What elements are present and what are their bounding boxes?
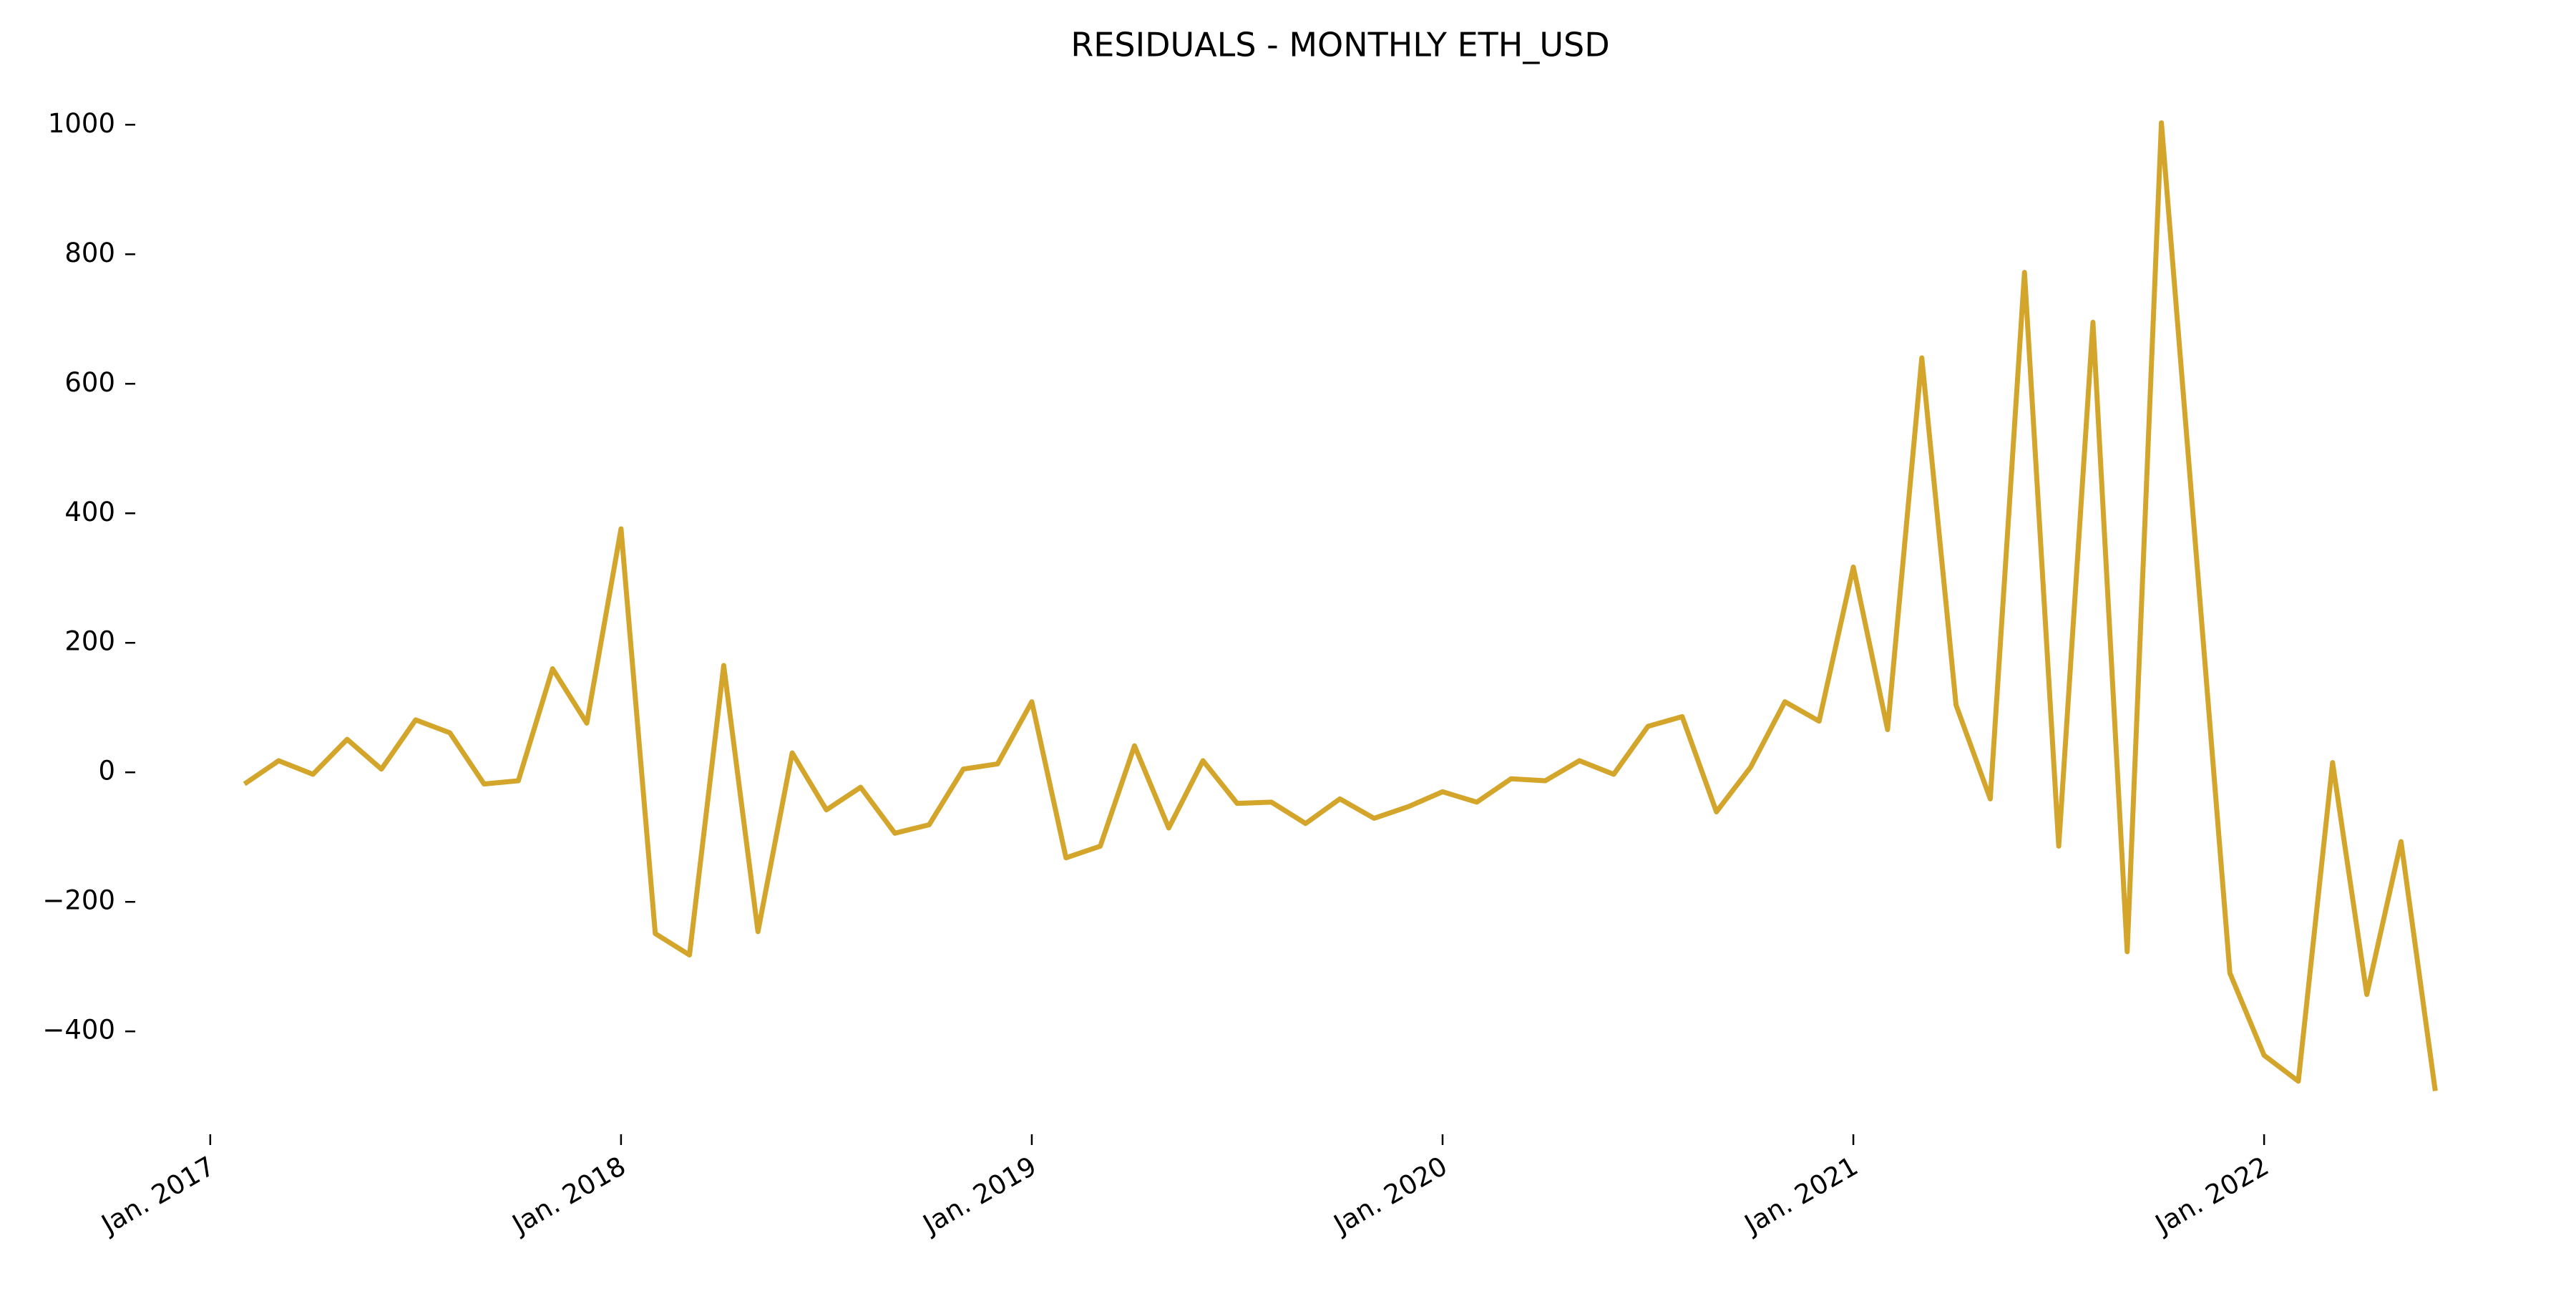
y-tick-label: 200 xyxy=(64,626,115,657)
y-tick-label: −200 xyxy=(42,885,115,916)
x-tick-label: Jan. 2020 xyxy=(1327,1151,1453,1241)
y-tick-label: 800 xyxy=(64,238,115,268)
y-tick-label: 0 xyxy=(98,756,115,786)
x-tick-label: Jan. 2017 xyxy=(95,1151,220,1241)
y-tick-label: 1000 xyxy=(48,108,115,139)
x-tick-label: Jan. 2022 xyxy=(2149,1151,2274,1241)
x-tick-label: Jan. 2018 xyxy=(506,1151,631,1241)
data-line xyxy=(243,120,2438,1091)
y-tick-label: −400 xyxy=(42,1015,115,1046)
x-tick-label: Jan. 2019 xyxy=(917,1151,1042,1241)
x-tick-label: Jan. 2021 xyxy=(1738,1151,1863,1241)
y-tick-label: 400 xyxy=(64,497,115,527)
chart-title: RESIDUALS - MONTHLY ETH_USD xyxy=(1070,26,1609,64)
y-tick-label: 600 xyxy=(64,367,115,398)
